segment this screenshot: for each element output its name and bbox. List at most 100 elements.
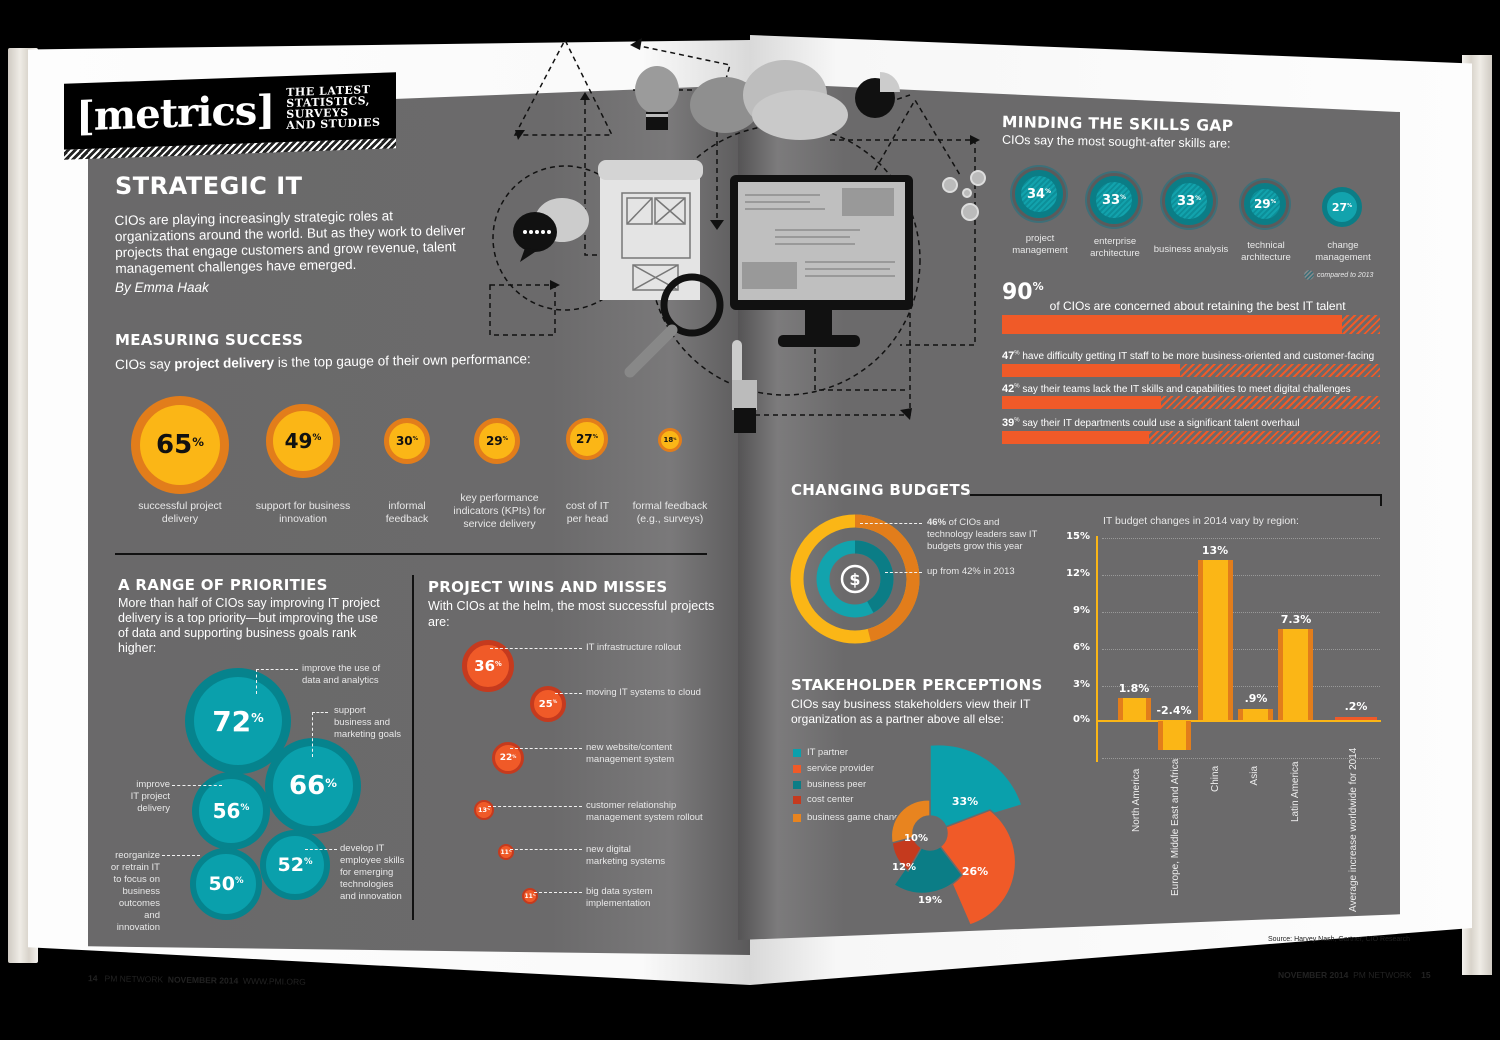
subtitle-text: is the top gauge of their own performanc… xyxy=(273,351,531,370)
bar-value-label: 7.3% xyxy=(1280,613,1312,626)
legend-label: cost center xyxy=(807,794,854,805)
percent-sign: % xyxy=(1032,280,1044,293)
talent-bar xyxy=(1002,364,1380,377)
gridline xyxy=(1102,575,1380,576)
monitor-icon xyxy=(730,175,913,347)
stat-value: 11 xyxy=(500,848,509,856)
x-category-label: China xyxy=(1210,765,1221,792)
priority-label: improve the use of data and analytics xyxy=(302,663,381,686)
tagline-line: AND STUDIES xyxy=(286,115,381,133)
stat-value: 66 xyxy=(289,771,326,801)
talent-bar-label: 39% say their IT departments could use a… xyxy=(1002,417,1300,429)
slice-label: 10% xyxy=(904,833,928,844)
stat-value: 56 xyxy=(212,799,241,823)
y-tick: 3% xyxy=(1073,679,1090,690)
website-link: WWW.PMI.ORG xyxy=(242,975,306,987)
bar-asia xyxy=(1238,709,1273,720)
talent-bar xyxy=(1002,396,1380,409)
win-label: customer relationship management system … xyxy=(586,800,703,823)
stat-value: 33 xyxy=(1177,193,1196,209)
slice-label: 12% xyxy=(892,862,916,873)
budget-outer-note: 46% of CIOs and technology leaders saw I… xyxy=(927,517,1042,553)
leader-line xyxy=(305,849,337,850)
bar-value: 42 xyxy=(1002,383,1015,395)
bar-text: say their teams lack the IT skills and c… xyxy=(1022,384,1351,395)
issue-date: NOVEMBER 2014 xyxy=(1278,970,1349,980)
magnifier-icon xyxy=(624,273,724,378)
legend-label: business peer xyxy=(807,779,867,790)
stat-circle: 18% xyxy=(658,428,682,452)
win-label: new digital marketing systems xyxy=(586,844,666,867)
strategy-illustration xyxy=(489,38,986,433)
issue-date: NOVEMBER 2014 xyxy=(167,974,239,986)
priority-circle: 50% xyxy=(190,848,262,920)
x-category-label: North America xyxy=(1131,768,1142,832)
stat-value: 34 xyxy=(1027,186,1046,202)
skill-label: enterprise architecture xyxy=(1090,236,1140,259)
leader-line xyxy=(534,892,582,893)
hatch-legend-label: compared to 2013 xyxy=(1317,272,1374,279)
column-divider xyxy=(412,575,414,920)
bar-value-label: -2.4% xyxy=(1156,704,1192,717)
headline-value: 90 xyxy=(1002,280,1033,305)
stat-value: 65 xyxy=(156,430,193,460)
leader-line xyxy=(256,669,298,670)
stat-value: 72 xyxy=(212,704,252,738)
priority-circle: 72% xyxy=(185,668,291,774)
subtitle-text: CIOs say xyxy=(114,356,175,373)
dollar-icon: $ xyxy=(840,564,870,594)
stakeholders-title: STAKEHOLDER PERCEPTIONS xyxy=(791,676,1043,694)
y-tick: 12% xyxy=(1066,568,1090,579)
stat-value: 30 xyxy=(395,434,413,448)
pointing-hand-icon xyxy=(732,340,757,433)
bar-text: say their IT departments could use a sig… xyxy=(1022,418,1300,429)
source-note: Source: Harvey Nash, Gartner, CIO Resear… xyxy=(1268,936,1410,943)
slice-label: 33% xyxy=(952,795,978,808)
bar-worldwide-average xyxy=(1335,717,1377,720)
skill-circle: 34% xyxy=(1015,170,1063,218)
stat-value: 36 xyxy=(474,657,496,675)
bar-china xyxy=(1198,560,1233,720)
stat-circle: 65% xyxy=(131,396,229,494)
bar-value: 47 xyxy=(1002,350,1015,362)
budget-inner-note: up from 42% in 2013 xyxy=(927,566,1015,577)
bar-value-label: .9% xyxy=(1244,692,1268,705)
magazine-name: PM NETWORK xyxy=(1353,970,1412,980)
cloud-icon xyxy=(690,60,848,140)
x-category-label: Asia xyxy=(1249,766,1260,786)
x-category-label: Europe, Middle East and Africa xyxy=(1170,758,1181,896)
stat-label: cost of IT per head xyxy=(565,500,610,525)
stat-circle: 27% xyxy=(566,418,608,460)
stat-value: 50 xyxy=(208,873,235,895)
y-tick: 9% xyxy=(1073,605,1090,616)
legend-label: IT partner xyxy=(807,747,849,758)
legend-label: business game changer xyxy=(807,812,908,823)
skill-label: technical architecture xyxy=(1241,240,1291,263)
bar-fill xyxy=(1002,364,1180,377)
pie-chart-icon xyxy=(855,72,900,118)
priority-circle: 66% xyxy=(265,738,361,834)
y-axis xyxy=(1096,536,1098,762)
win-circle: 11% xyxy=(498,844,514,860)
stat-value: 27 xyxy=(575,432,593,446)
priority-label: improve IT project delivery xyxy=(130,779,170,814)
win-circle: 11% xyxy=(522,888,538,904)
skill-label: change management xyxy=(1315,240,1371,263)
win-label: moving IT systems to cloud xyxy=(586,687,701,698)
leader-line xyxy=(162,855,200,856)
priority-circle: 56% xyxy=(192,772,270,850)
article-byline: By Emma Haak xyxy=(115,280,209,295)
section-divider xyxy=(970,494,1380,496)
legend-swatch xyxy=(793,749,801,757)
lightbulb-icon xyxy=(635,66,679,130)
stat-circle: 30% xyxy=(384,418,430,464)
stakeholder-polar-chart: 33% 26% 19% 12% 10% xyxy=(890,745,1023,926)
stat-label: successful project delivery xyxy=(138,500,222,525)
priority-label: support business and marketing goals xyxy=(334,705,402,740)
bar-north-america xyxy=(1118,698,1151,720)
win-label: new website/content management system xyxy=(586,742,675,765)
headline-stat: 90% of CIOs are concerned about retainin… xyxy=(1002,280,1346,314)
skill-circle: 33% xyxy=(1165,177,1213,225)
bar-fill xyxy=(1002,396,1161,409)
